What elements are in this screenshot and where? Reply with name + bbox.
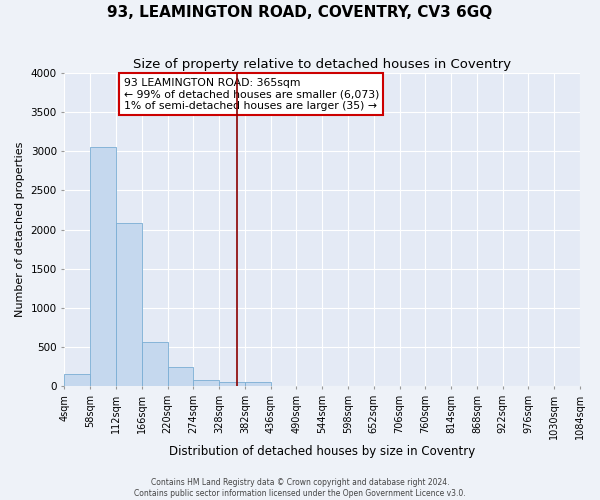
Y-axis label: Number of detached properties: Number of detached properties [15, 142, 25, 317]
Text: 93 LEAMINGTON ROAD: 365sqm
← 99% of detached houses are smaller (6,073)
1% of se: 93 LEAMINGTON ROAD: 365sqm ← 99% of deta… [124, 78, 379, 111]
X-axis label: Distribution of detached houses by size in Coventry: Distribution of detached houses by size … [169, 444, 475, 458]
Bar [142, 342, 167, 386]
Bar [193, 380, 219, 386]
Text: 93, LEAMINGTON ROAD, COVENTRY, CV3 6GQ: 93, LEAMINGTON ROAD, COVENTRY, CV3 6GQ [107, 5, 493, 20]
Bar [90, 148, 116, 386]
Title: Size of property relative to detached houses in Coventry: Size of property relative to detached ho… [133, 58, 511, 70]
Text: Contains HM Land Registry data © Crown copyright and database right 2024.
Contai: Contains HM Land Registry data © Crown c… [134, 478, 466, 498]
Bar [167, 368, 193, 386]
Bar [116, 224, 142, 386]
Bar [219, 382, 245, 386]
Bar [245, 382, 271, 386]
Bar [64, 374, 90, 386]
